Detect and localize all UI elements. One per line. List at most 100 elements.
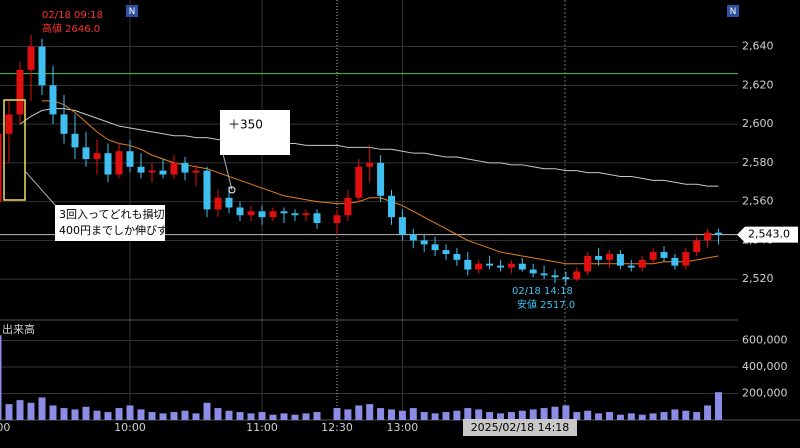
candle-body	[518, 263, 526, 270]
volume-bar	[126, 405, 134, 420]
news-badge-label[interactable]: N	[730, 7, 737, 17]
highlight-box	[3, 99, 26, 201]
volume-bar	[627, 413, 635, 420]
candle-body	[333, 215, 341, 223]
candle-body	[82, 147, 90, 159]
candle-body	[453, 254, 461, 260]
candle-body	[431, 244, 439, 251]
x-tick-label: 12:30	[321, 421, 353, 434]
volume-bar	[562, 405, 570, 420]
volume-bar	[291, 414, 299, 420]
high-text: 高値 2646.0	[42, 22, 100, 35]
volume-bar	[497, 413, 504, 420]
volume-bar	[258, 412, 266, 420]
x-tick-label: 9:00	[0, 421, 10, 434]
volume-bar	[225, 410, 233, 420]
candle-body	[236, 207, 244, 216]
volume-bar	[137, 409, 145, 420]
candle-body	[704, 232, 712, 241]
candle-body	[60, 114, 68, 134]
volume-bar	[606, 412, 613, 420]
volume-bar	[518, 410, 526, 420]
candle-body	[584, 255, 592, 272]
candle-body	[660, 252, 668, 258]
candle-body	[247, 211, 255, 216]
volume-bar	[313, 412, 321, 420]
candle-body	[409, 234, 417, 241]
volume-bar	[49, 405, 57, 420]
candle-body	[486, 263, 494, 266]
high-time: 02/18 09:18	[42, 10, 103, 21]
candle-body	[115, 151, 123, 175]
candle-body	[551, 275, 559, 278]
candle-body	[269, 211, 277, 218]
volume-bar	[0, 335, 2, 420]
volume-bar	[682, 410, 690, 420]
y-tick-label: 2,560	[742, 195, 774, 208]
volume-bar	[170, 412, 178, 420]
news-badge-label[interactable]: N	[129, 7, 136, 17]
y-tick-label: 2,600	[742, 117, 774, 130]
connector	[23, 169, 57, 207]
plot-area	[0, 34, 738, 420]
note-text: ＋350	[228, 118, 263, 132]
volume-bar	[16, 400, 24, 420]
candle-body	[420, 240, 428, 245]
volume-bar	[442, 412, 450, 420]
moving-average	[19, 108, 719, 187]
candle-body	[291, 213, 299, 216]
y2-tick-label: 400,000	[742, 360, 788, 373]
volume-bar	[333, 408, 341, 420]
volume-bar	[366, 404, 374, 420]
volume-bar	[573, 412, 581, 420]
news-badge[interactable]	[126, 5, 138, 17]
volume-bar	[38, 397, 46, 420]
y-tick-label: 2,620	[742, 78, 774, 91]
candle-body	[398, 217, 406, 235]
candle-body	[573, 271, 581, 280]
volume-bar	[595, 413, 603, 420]
candle-body	[529, 269, 537, 274]
candle-body	[5, 114, 13, 134]
volume-bar	[104, 412, 112, 420]
volume-bar	[181, 410, 189, 420]
volume-bar	[192, 413, 200, 420]
candle-body	[627, 265, 635, 268]
candle-body	[302, 213, 310, 216]
candle-body	[442, 250, 450, 255]
x-tick-label: 11:00	[246, 421, 278, 434]
moving-average	[42, 100, 719, 265]
note-box	[55, 205, 165, 241]
volume-bar	[660, 412, 668, 420]
volume-bar	[214, 408, 222, 420]
volume-bar	[551, 406, 559, 420]
x-tick-label: 13:00	[387, 421, 419, 434]
candle-body	[71, 133, 79, 148]
cursor-label-box	[463, 419, 577, 436]
candle-body	[464, 259, 472, 270]
candle-body	[497, 265, 504, 268]
volume-bar	[5, 404, 13, 420]
candle-body	[616, 254, 624, 266]
candle-body	[192, 170, 200, 173]
candle-body	[280, 211, 288, 214]
candle-body	[104, 153, 112, 175]
candle-body	[49, 85, 57, 115]
entry-marker	[228, 186, 236, 194]
candle-body	[507, 263, 515, 268]
candle-body	[344, 197, 352, 216]
note-text: 3回入ってどれも損切り。	[59, 207, 186, 221]
candle-body	[126, 151, 134, 167]
volume-bar	[464, 408, 472, 420]
volume-bar	[616, 414, 624, 420]
candle-body	[377, 162, 385, 196]
candle-body	[214, 197, 222, 210]
volume-bar	[529, 409, 537, 420]
volume-bar	[71, 409, 79, 420]
volume-bar	[159, 413, 167, 420]
volume-bar	[247, 413, 255, 420]
news-badge[interactable]	[727, 5, 739, 17]
volume-bar	[388, 409, 395, 420]
candle-body	[562, 277, 570, 280]
